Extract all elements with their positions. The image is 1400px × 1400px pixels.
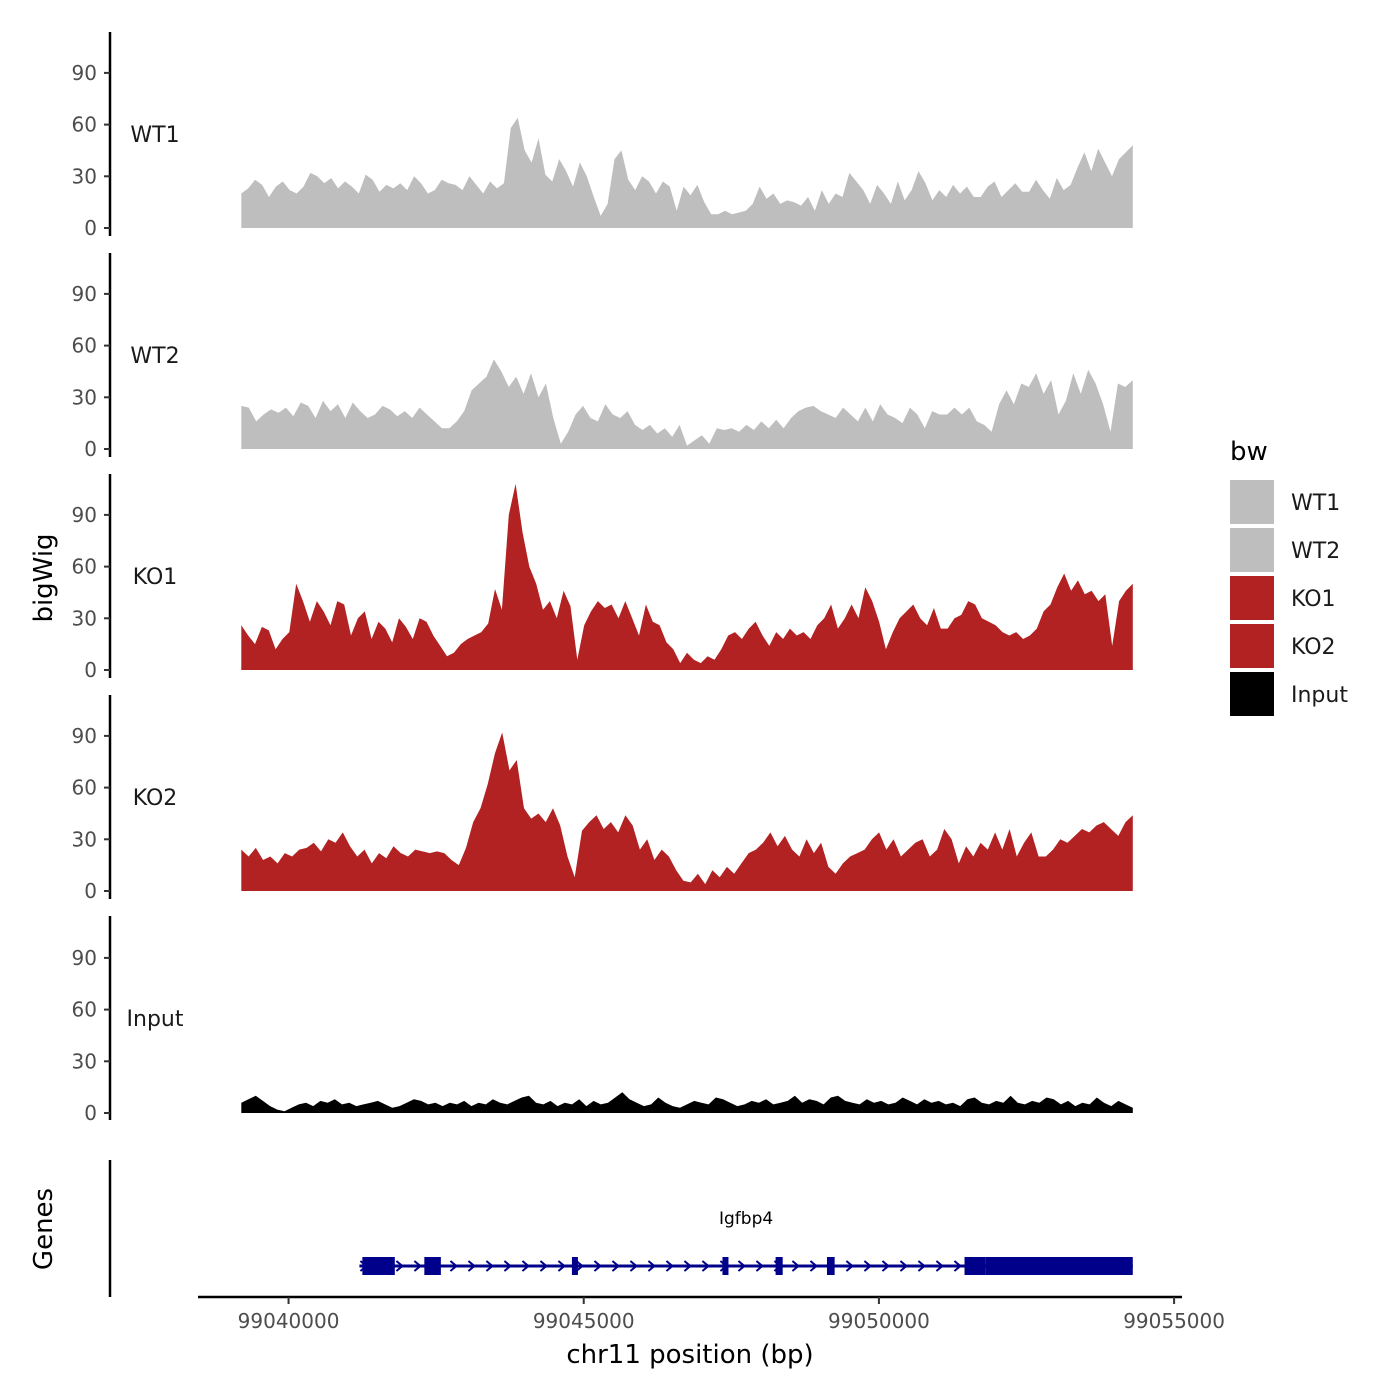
strand-arrow (629, 1260, 638, 1272)
signal-tracks: 0 30 60 90 WT1 0 30 60 90 WT2 0 30 60 90 KO1 0 30 60 90 KO2… (72, 32, 1133, 1125)
y-tick-label: 0 (84, 1101, 97, 1125)
gene-igfbp4: Igfbp4 (359, 1209, 1133, 1275)
strand-arrow (845, 1260, 854, 1272)
legend-label-wt1: WT1 (1291, 491, 1340, 516)
signal-area-wt2 (241, 359, 1133, 449)
track-label: KO1 (133, 565, 178, 590)
legend: bw WT1 WT2 KO1 KO2 Input (1230, 437, 1348, 716)
strand-arrow (647, 1260, 656, 1272)
track-input: 0 30 60 90 Input (72, 916, 1133, 1125)
strand-arrow (539, 1260, 548, 1272)
legend-label-input: Input (1291, 683, 1348, 708)
y-tick-label: 60 (72, 998, 97, 1022)
gene-track-title: Genes (29, 1188, 59, 1270)
strand-arrow (809, 1260, 818, 1272)
y-tick-label: 30 (72, 164, 97, 188)
signal-area-wt1 (241, 117, 1133, 228)
y-tick-label: 30 (72, 827, 97, 851)
strand-arrow (557, 1260, 566, 1272)
x-axis-title: chr11 position (bp) (566, 1340, 813, 1370)
track-label: WT1 (130, 123, 179, 148)
track-label: WT2 (130, 344, 179, 369)
strand-arrow (863, 1260, 872, 1272)
y-axis-title: bigWig (29, 533, 59, 622)
strand-arrow (575, 1260, 584, 1272)
legend-title: bw (1230, 437, 1268, 467)
y-tick-label: 60 (72, 113, 97, 137)
track-wt2: 0 30 60 90 WT2 (72, 253, 1133, 461)
gene-exon (826, 1257, 835, 1275)
y-tick-label: 90 (72, 724, 97, 748)
legend-key-input (1230, 672, 1274, 716)
gene-exon (964, 1257, 986, 1275)
strand-arrow (593, 1260, 602, 1272)
strand-arrow (485, 1260, 494, 1272)
strand-arrow (521, 1260, 530, 1272)
x-tick-label: 99055000 (1123, 1309, 1225, 1333)
legend-key-wt1 (1230, 480, 1274, 524)
legend-key-wt2 (1230, 528, 1274, 572)
y-tick-label: 60 (72, 776, 97, 800)
strand-arrow (953, 1260, 962, 1272)
y-tick-label: 0 (84, 658, 97, 682)
x-tick-label: 99050000 (828, 1309, 930, 1333)
y-tick-label: 0 (84, 216, 97, 240)
gene-utr (985, 1257, 1133, 1275)
strand-arrow (755, 1260, 764, 1272)
gene-exon (362, 1257, 395, 1275)
y-tick-label: 0 (84, 437, 97, 461)
strand-arrow (683, 1260, 692, 1272)
y-tick-label: 60 (72, 334, 97, 358)
signal-area-ko1 (241, 483, 1133, 670)
strand-arrow (395, 1260, 404, 1272)
strand-arrow (899, 1260, 908, 1272)
track-wt1: 0 30 60 90 WT1 (72, 32, 1133, 240)
y-tick-label: 30 (72, 385, 97, 409)
strand-arrow (917, 1260, 926, 1272)
y-tick-label: 60 (72, 555, 97, 579)
gene-exon (722, 1257, 729, 1275)
gene-track: Igfbp4 (108, 1160, 1133, 1297)
y-tick-label: 30 (72, 606, 97, 630)
track-label: Input (127, 1007, 184, 1032)
strand-arrow (467, 1260, 476, 1272)
signal-area-input (241, 1092, 1133, 1113)
legend-label-ko2: KO2 (1291, 635, 1336, 660)
strand-arrow (737, 1260, 746, 1272)
legend-key-ko1 (1230, 576, 1274, 620)
y-tick-label: 90 (72, 946, 97, 970)
gene-exon (775, 1257, 783, 1275)
gene-label: Igfbp4 (719, 1209, 773, 1229)
legend-label-ko1: KO1 (1291, 587, 1336, 612)
x-tick-label: 99040000 (238, 1309, 340, 1333)
strand-arrow (701, 1260, 710, 1272)
y-tick-label: 30 (72, 1049, 97, 1073)
strand-arrow (449, 1260, 458, 1272)
legend-label-wt2: WT2 (1291, 539, 1340, 564)
signal-area-ko2 (241, 732, 1133, 891)
y-tick-label: 90 (72, 503, 97, 527)
gene-exon (424, 1257, 441, 1275)
strand-arrow (413, 1260, 422, 1272)
track-ko2: 0 30 60 90 KO2 (72, 695, 1133, 903)
strand-arrow (503, 1260, 512, 1272)
strand-arrow (791, 1260, 800, 1272)
x-tick-label: 99045000 (533, 1309, 635, 1333)
y-tick-label: 90 (72, 61, 97, 85)
x-axis: 99040000 99045000 99050000 99055000 (198, 1295, 1225, 1333)
track-ko1: 0 30 60 90 KO1 (72, 474, 1133, 682)
strand-arrow (665, 1260, 674, 1272)
y-tick-label: 90 (72, 282, 97, 306)
strand-arrow (881, 1260, 890, 1272)
y-tick-label: 0 (84, 879, 97, 903)
strand-arrow (611, 1260, 620, 1272)
gene-exon (571, 1257, 578, 1275)
legend-key-ko2 (1230, 624, 1274, 668)
strand-arrow (935, 1260, 944, 1272)
track-label: KO2 (133, 786, 178, 811)
